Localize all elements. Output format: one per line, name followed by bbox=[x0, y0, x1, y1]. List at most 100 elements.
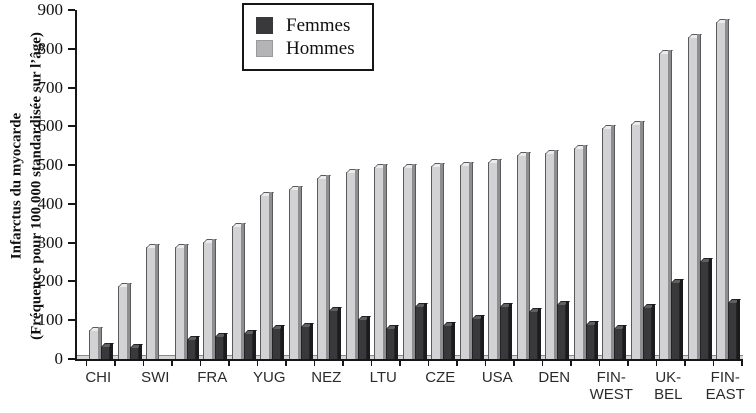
bar-femmes-FIN-EAST bbox=[728, 299, 740, 359]
bar-femmes-pop20 bbox=[642, 304, 655, 359]
x-tick bbox=[541, 361, 543, 366]
x-tick bbox=[285, 361, 287, 366]
y-tick-label: 0 bbox=[54, 349, 64, 368]
plot-area: 0 100 200 300 400 500 600 700 800 900 bbox=[38, 0, 743, 368]
x-tick bbox=[598, 361, 600, 366]
bar-hommes-pop2 bbox=[117, 283, 131, 359]
bar-femmes-NEZ bbox=[329, 307, 341, 359]
bar-hommes-FIN-WEST bbox=[602, 124, 615, 359]
x-tick bbox=[399, 361, 401, 366]
x-tick bbox=[570, 361, 572, 366]
bar-femmes-pop16 bbox=[528, 308, 541, 359]
x-label-DEN: DEN bbox=[538, 369, 571, 386]
y-tick bbox=[68, 47, 75, 50]
x-tick bbox=[655, 361, 657, 366]
x-label-YUG: YUG bbox=[252, 369, 286, 386]
x-label-LTU: LTU bbox=[369, 369, 397, 386]
bar-femmes-CZE bbox=[443, 322, 455, 359]
x-label-NEZ: NEZ bbox=[311, 369, 342, 386]
x-tick bbox=[513, 361, 515, 366]
x-tick bbox=[627, 361, 629, 366]
y-tick-label: 100 bbox=[37, 310, 64, 330]
x-label-FIN-WEST: FIN- WEST bbox=[589, 369, 633, 404]
bar-hommes-CHI bbox=[89, 326, 102, 360]
bar-femmes-pop22 bbox=[699, 257, 712, 360]
bar-hommes-pop4 bbox=[174, 243, 188, 360]
legend-item-hommes: Hommes bbox=[256, 38, 364, 59]
bar-hommes-USA bbox=[488, 158, 501, 360]
bar-femmes-USA bbox=[500, 303, 512, 359]
bar-hommes-pop6 bbox=[231, 222, 245, 360]
x-tick bbox=[684, 361, 686, 366]
x-label-FRA: FRA bbox=[197, 369, 228, 386]
y-tick bbox=[68, 86, 75, 89]
bar-hommes-pop22 bbox=[687, 34, 701, 359]
x-label-FIN-EAST: FIN- EAST bbox=[705, 369, 745, 404]
x-label-CZE: CZE bbox=[425, 369, 456, 386]
x-label-SWI: SWI bbox=[141, 369, 170, 386]
bar-hommes-FIN-EAST bbox=[716, 18, 729, 360]
legend-swatch-hommes bbox=[256, 40, 273, 57]
y-tick bbox=[68, 202, 75, 205]
x-tick bbox=[427, 361, 429, 366]
bar-hommes-DEN bbox=[545, 150, 558, 359]
x-tick bbox=[85, 361, 87, 366]
y-tick-label: 300 bbox=[37, 232, 64, 252]
legend: Femmes Hommes bbox=[242, 3, 374, 71]
bar-hommes-pop16 bbox=[516, 152, 530, 359]
bar-hommes-NEZ bbox=[317, 175, 330, 359]
y-tick-label: 700 bbox=[37, 77, 64, 97]
y-tick bbox=[68, 164, 75, 167]
bar-femmes-FIN-WEST bbox=[614, 324, 626, 360]
bar-hommes-pop8 bbox=[288, 186, 302, 359]
bar-hommes-pop14 bbox=[459, 162, 473, 359]
x-tick bbox=[171, 361, 173, 366]
bar-femmes-UK-BEL bbox=[671, 279, 683, 359]
y-tick bbox=[68, 125, 75, 128]
x-tick bbox=[313, 361, 315, 366]
y-tick bbox=[68, 241, 75, 244]
bar-femmes-pop8 bbox=[300, 322, 313, 360]
x-tick bbox=[114, 361, 116, 366]
x-tick bbox=[142, 361, 144, 366]
y-tick bbox=[68, 358, 75, 360]
bar-femmes-CHI bbox=[101, 343, 113, 359]
x-tick bbox=[456, 361, 458, 366]
bar-hommes-YUG bbox=[260, 191, 273, 360]
bar-femmes-pop6 bbox=[243, 330, 256, 359]
x-tick bbox=[199, 361, 201, 366]
bar-hommes-pop18 bbox=[573, 145, 587, 359]
bar-femmes-DEN bbox=[557, 300, 569, 360]
bar-hommes-FRA bbox=[203, 239, 216, 359]
y-tick bbox=[68, 319, 75, 322]
y-tick-label: 500 bbox=[37, 155, 64, 175]
x-label-CHI: CHI bbox=[85, 369, 112, 386]
legend-swatch-femmes bbox=[256, 17, 273, 34]
bar-femmes-pop14 bbox=[471, 315, 484, 359]
x-label-UK-BEL: UK- BEL bbox=[654, 369, 683, 404]
bar-hommes-pop10 bbox=[345, 168, 359, 360]
x-tick bbox=[228, 361, 230, 366]
y-tick-label: 900 bbox=[37, 0, 64, 19]
bar-hommes-SWI bbox=[146, 243, 159, 360]
bar-hommes-pop12 bbox=[402, 164, 416, 359]
legend-item-femmes: Femmes bbox=[256, 15, 364, 36]
y-tick-label: 400 bbox=[37, 193, 64, 213]
y-tick bbox=[68, 280, 75, 283]
bar-femmes-pop10 bbox=[357, 316, 370, 359]
bar-femmes-pop12 bbox=[414, 302, 427, 359]
bar-hommes-LTU bbox=[374, 164, 387, 359]
legend-label-hommes: Hommes bbox=[286, 38, 355, 59]
bar-femmes-pop2 bbox=[129, 344, 142, 359]
x-tick bbox=[712, 361, 714, 366]
x-tick bbox=[484, 361, 486, 366]
bar-hommes-pop20 bbox=[630, 120, 644, 360]
x-tick bbox=[741, 361, 743, 366]
x-tick bbox=[256, 361, 258, 366]
bar-femmes-YUG bbox=[272, 324, 284, 360]
bar-hommes-UK-BEL bbox=[659, 49, 672, 360]
x-tick bbox=[342, 361, 344, 366]
y-tick bbox=[68, 9, 75, 11]
legend-label-femmes: Femmes bbox=[286, 15, 351, 36]
